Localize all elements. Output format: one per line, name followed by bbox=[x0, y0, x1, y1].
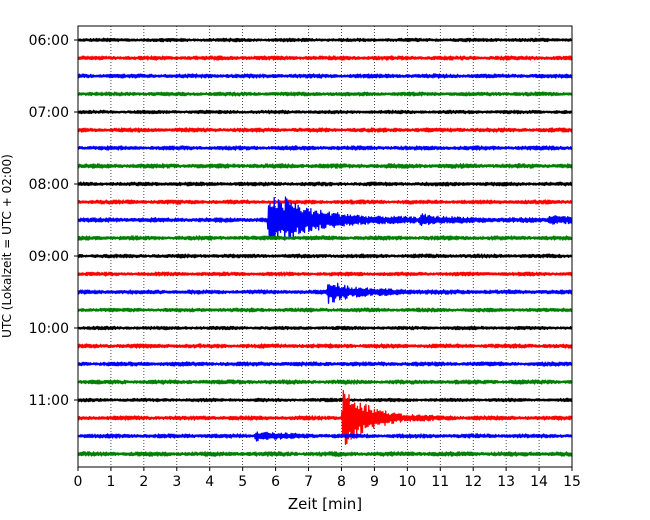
x-tick-label: 10 bbox=[398, 474, 416, 490]
seismic-trace-06:00 bbox=[77, 37, 573, 43]
y-tick-label: 07:00 bbox=[29, 105, 69, 121]
x-tick-label: 7 bbox=[304, 474, 313, 490]
seismic-trace-08:45 bbox=[77, 235, 573, 241]
x-tick-label: 0 bbox=[74, 474, 83, 490]
seismic-trace-09:45 bbox=[77, 307, 573, 313]
x-tick-label: 8 bbox=[337, 474, 346, 490]
x-tick-label: 2 bbox=[139, 474, 148, 490]
seismic-trace-11:15 bbox=[77, 389, 573, 445]
y-tick-label: 08:00 bbox=[29, 177, 69, 193]
x-tick-label: 3 bbox=[172, 474, 181, 490]
seismic-trace-10:15 bbox=[77, 343, 573, 349]
x-axis-label: Zeit [min] bbox=[288, 495, 362, 513]
seismic-trace-07:15 bbox=[77, 127, 573, 133]
y-tick-label: 10:00 bbox=[29, 321, 69, 337]
x-tick-label: 6 bbox=[271, 474, 280, 490]
x-tick-label: 12 bbox=[464, 474, 482, 490]
seismic-trace-10:00 bbox=[77, 325, 573, 331]
plot-frame bbox=[77, 25, 573, 468]
seismic-trace-09:15 bbox=[77, 271, 573, 277]
x-tick-label: 9 bbox=[370, 474, 379, 490]
seismic-trace-07:45 bbox=[77, 163, 573, 169]
seismic-trace-09:00 bbox=[77, 253, 573, 259]
seismic-trace-11:30 bbox=[77, 431, 573, 442]
seismic-trace-08:15 bbox=[77, 199, 573, 205]
x-tick-label: 4 bbox=[205, 474, 214, 490]
y-axis-label: UTC (Lokalzeit = UTC + 02:00) bbox=[0, 154, 14, 338]
x-tick-label: 14 bbox=[530, 474, 548, 490]
x-tick-label: 15 bbox=[563, 474, 581, 490]
seismic-traces bbox=[77, 37, 573, 457]
seismic-trace-06:15 bbox=[77, 55, 573, 61]
seismic-trace-06:45 bbox=[77, 91, 573, 97]
seismic-trace-07:00 bbox=[77, 109, 573, 115]
seismic-trace-11:45 bbox=[77, 451, 573, 457]
seismic-trace-06:30 bbox=[77, 73, 573, 79]
x-axis-ticks: 0 1 2 3 4 5 6 7 8 9 10 11 12 13 14 15 bbox=[74, 467, 581, 490]
y-tick-label: 11:00 bbox=[29, 393, 69, 409]
seismic-trace-10:30 bbox=[77, 361, 573, 367]
seismic-trace-10:45 bbox=[77, 379, 573, 385]
seismic-trace-08:00 bbox=[77, 181, 573, 187]
x-tick-label: 1 bbox=[106, 474, 115, 490]
seismic-trace-11:00 bbox=[77, 397, 573, 403]
x-tick-label: 5 bbox=[238, 474, 247, 490]
seismic-trace-08:30 bbox=[77, 196, 573, 241]
x-tick-label: 13 bbox=[497, 474, 515, 490]
y-axis-ticks: 06:00 07:00 08:00 09:00 10:00 11:00 bbox=[29, 33, 78, 409]
y-tick-label: 06:00 bbox=[29, 33, 69, 49]
seismic-trace-09:30 bbox=[77, 282, 573, 304]
seismic-trace-07:30 bbox=[77, 145, 573, 151]
x-tick-label: 11 bbox=[431, 474, 449, 490]
y-tick-label: 09:00 bbox=[29, 249, 69, 265]
